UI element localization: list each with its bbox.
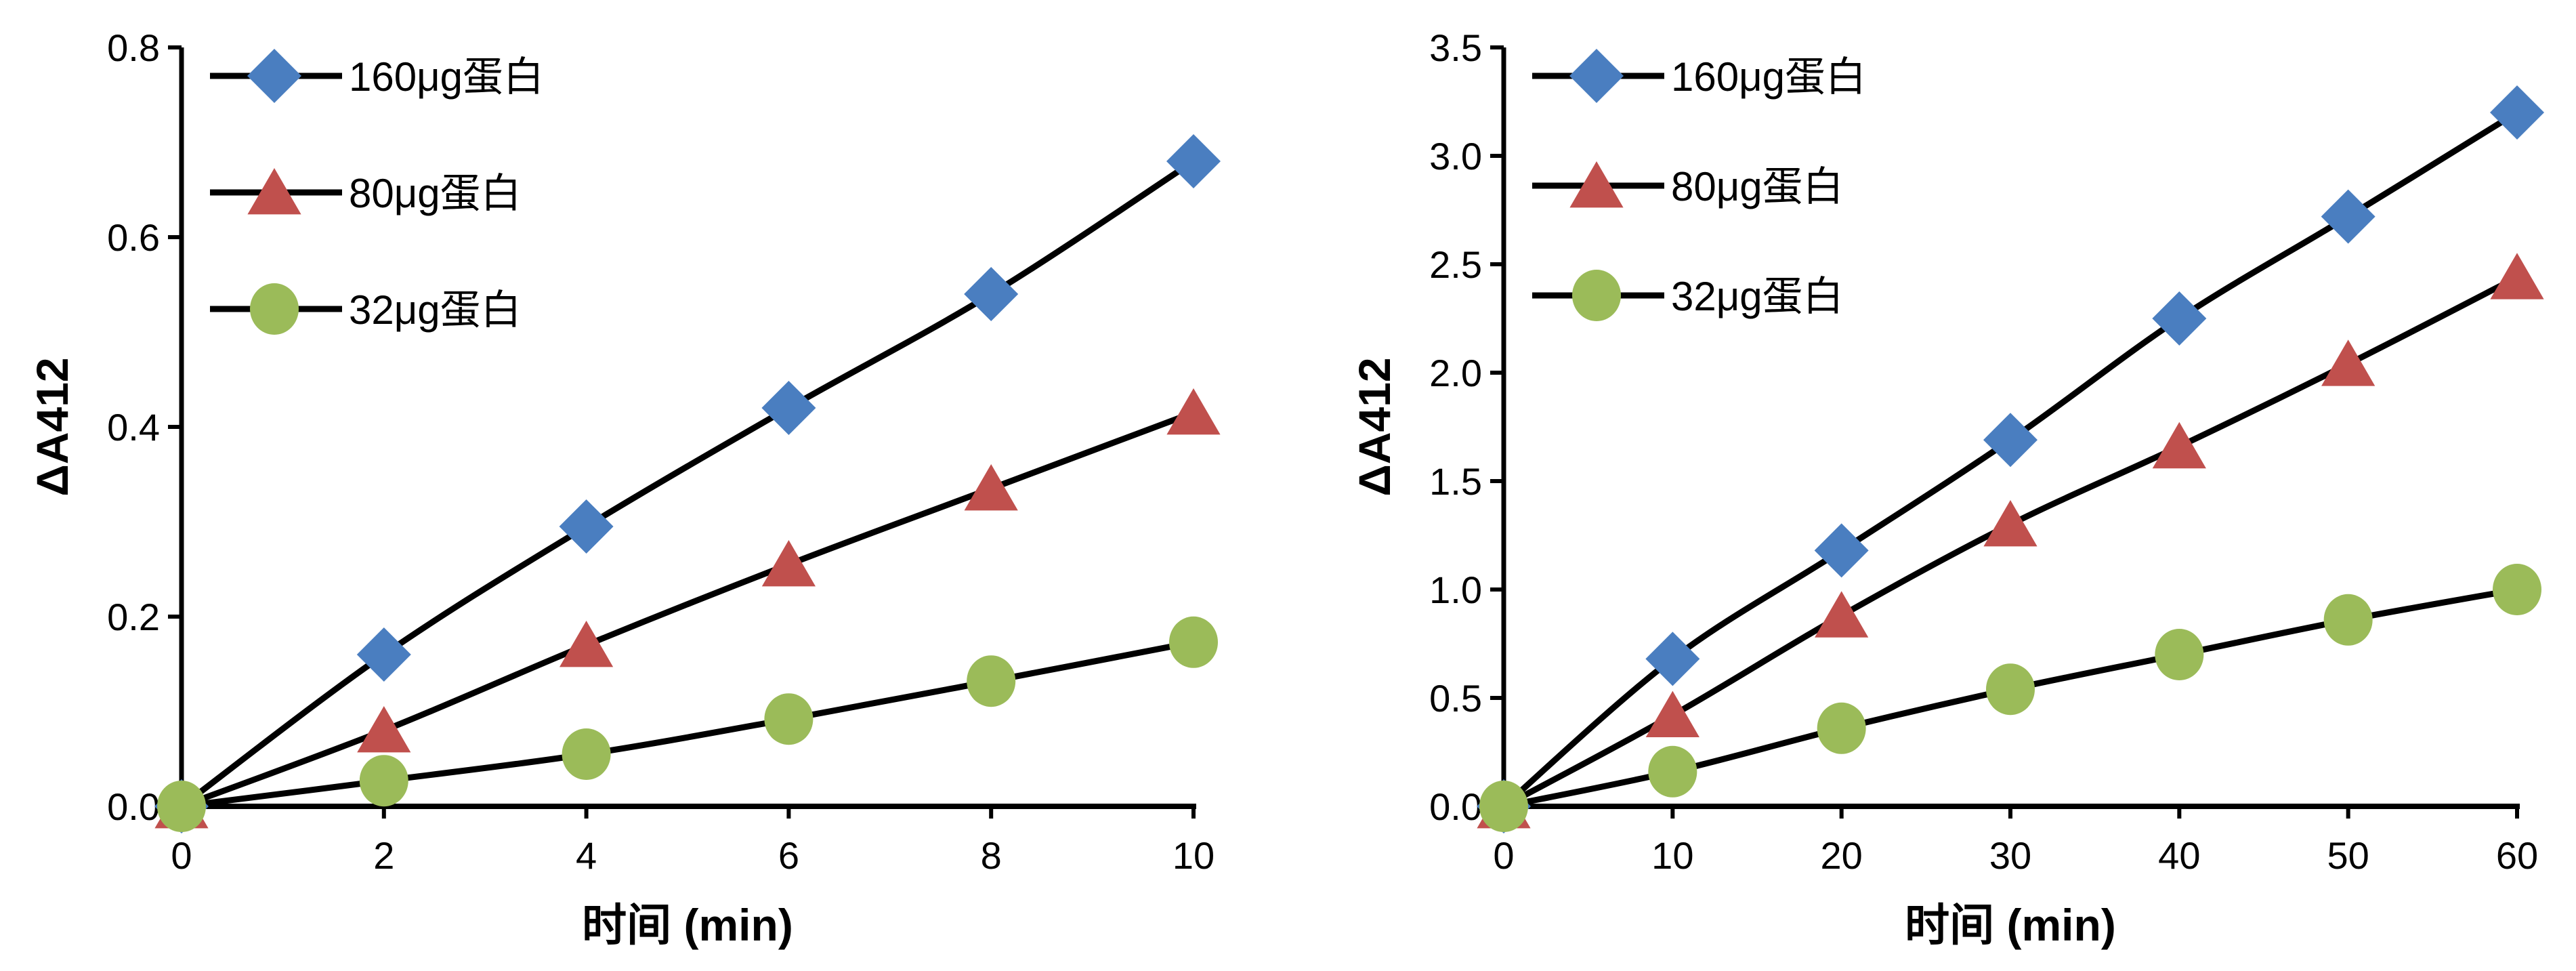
data-point-circle	[1986, 663, 2035, 716]
data-point-diamond	[2321, 189, 2376, 244]
x-tick-label: 60	[2496, 834, 2538, 877]
x-tick-label: 30	[1989, 834, 2031, 877]
data-point-diamond	[964, 267, 1019, 321]
data-point-circle	[2155, 629, 2204, 680]
y-tick-label: 2.0	[1429, 352, 1482, 394]
x-tick-label: 20	[1821, 834, 1863, 877]
data-point-circle	[1817, 702, 1866, 754]
x-tick-label: 40	[2158, 834, 2200, 877]
data-point-triangle	[964, 464, 1018, 511]
legend-label: 32μg蛋白	[1671, 274, 1844, 319]
data-point-diamond	[559, 499, 614, 554]
y-tick-label: 0.8	[107, 26, 160, 69]
data-point-triangle	[559, 621, 614, 667]
y-tick-label: 0.0	[1429, 785, 1482, 828]
series-line	[180, 159, 1196, 809]
data-point-circle	[2493, 564, 2541, 615]
data-point-triangle	[1815, 591, 1869, 638]
data-point-circle	[1648, 745, 1697, 798]
x-axis-title: 时间 (min)	[1905, 900, 2116, 950]
x-axis-title: 时间 (min)	[582, 900, 793, 950]
legend-entry: 32μg蛋白	[1532, 270, 1844, 321]
y-tick-label: 1.0	[1429, 569, 1482, 611]
y-tick-label: 0.5	[1429, 677, 1482, 720]
data-point-triangle	[1166, 388, 1221, 435]
data-point-triangle	[2152, 421, 2206, 469]
legend-marker-triangle	[1569, 161, 1624, 208]
data-point-diamond	[356, 627, 411, 682]
data-point-triangle	[1983, 500, 2037, 547]
y-tick-label: 2.5	[1429, 243, 1482, 286]
legend-entry: 80μg蛋白	[210, 168, 522, 216]
data-point-circle	[2323, 594, 2373, 646]
legend-entry: 80μg蛋白	[1532, 161, 1844, 209]
data-point-circle	[1169, 616, 1218, 668]
data-point-circle	[359, 755, 408, 807]
series-line	[181, 639, 1194, 810]
left-chart-panel: 0.0 0.2 0.4 0.6 0.8 0 2 4 6 8 10 时间 (min) ΔA412 160μg…	[27, 26, 1221, 950]
legend-marker-triangle	[247, 168, 301, 215]
data-point-diamond	[2152, 291, 2207, 346]
data-point-circle	[967, 655, 1016, 707]
x-tick-label: 0	[1493, 834, 1514, 877]
y-tick-label: 0.4	[107, 406, 160, 449]
y-tick-label: 0.2	[107, 596, 160, 638]
y-tick-label: 3.5	[1429, 26, 1482, 69]
data-point-circle	[1479, 781, 1528, 832]
legend-entry: 160μg蛋白	[1532, 49, 1866, 103]
y-tick-label: 0.6	[107, 216, 160, 259]
series-line	[180, 409, 1195, 810]
legend-label: 160μg蛋白	[349, 54, 544, 100]
y-axis-title: ΔA412	[27, 357, 77, 496]
y-tick-label: 1.5	[1429, 460, 1482, 503]
x-tick-label: 8	[981, 834, 1002, 877]
legend-marker-diamond	[247, 49, 301, 103]
data-point-triangle	[1645, 690, 1699, 737]
data-point-diamond	[1645, 632, 1700, 686]
data-point-triangle	[357, 706, 411, 753]
y-tick-label: 3.0	[1429, 135, 1482, 178]
legend-marker-circle	[250, 283, 299, 335]
legend-marker-diamond	[1569, 49, 1624, 103]
legend-label: 80μg蛋白	[1671, 164, 1844, 209]
legend-label: 160μg蛋白	[1671, 54, 1866, 100]
data-point-diamond	[761, 381, 816, 435]
data-point-circle	[764, 693, 814, 745]
data-point-diamond	[2490, 85, 2544, 140]
legend-label: 32μg蛋白	[349, 287, 522, 333]
y-axis-title: ΔA412	[1349, 357, 1399, 496]
data-point-diamond	[1814, 523, 1869, 578]
legend-entry: 160μg蛋白	[210, 49, 544, 103]
data-point-circle	[157, 781, 206, 832]
x-tick-label: 2	[373, 834, 394, 877]
data-point-diamond	[1166, 134, 1221, 188]
x-tick-label: 6	[778, 834, 799, 877]
legend-entry: 32μg蛋白	[210, 283, 522, 335]
x-tick-label: 4	[576, 834, 597, 877]
data-point-triangle	[761, 540, 816, 587]
right-chart-panel: 0.0 0.5 1.0 1.5 2.0 2.5 3.0 3.5 0 10 20 30 40 50 60 时间 …	[1349, 26, 2544, 950]
x-tick-label: 10	[1173, 834, 1215, 877]
data-point-triangle	[2321, 339, 2376, 386]
data-point-triangle	[2490, 253, 2544, 299]
x-tick-label: 0	[171, 834, 192, 877]
x-tick-label: 50	[2327, 834, 2369, 877]
y-tick-label: 0.0	[107, 785, 160, 828]
x-tick-label: 10	[1651, 834, 1693, 877]
data-point-circle	[562, 728, 611, 780]
legend-label: 80μg蛋白	[349, 171, 522, 216]
data-point-diamond	[1983, 413, 2037, 468]
legend-marker-circle	[1572, 270, 1621, 321]
